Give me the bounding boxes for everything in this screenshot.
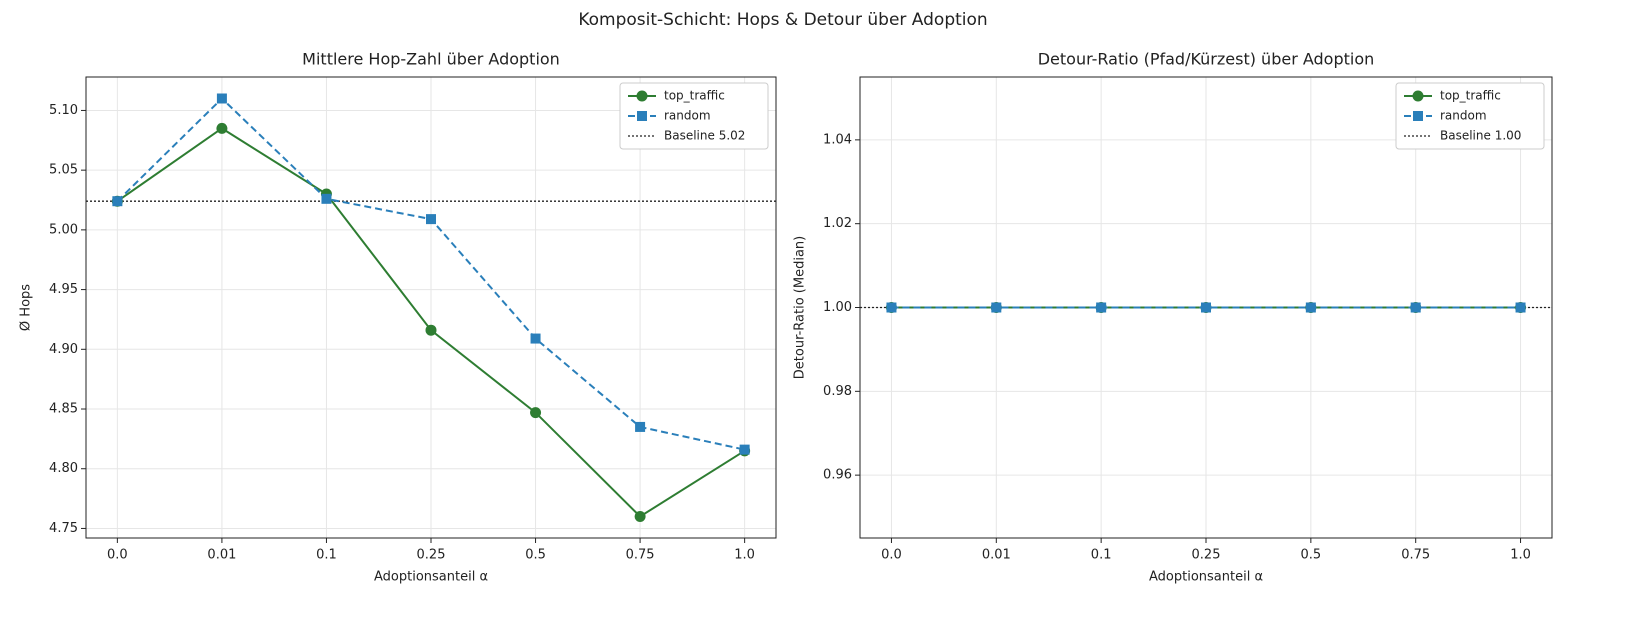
marker xyxy=(426,214,436,225)
plot-frame xyxy=(85,76,777,539)
y-axis-label: Detour-Ratio (Median) xyxy=(793,236,808,379)
plot-frame xyxy=(859,76,1553,539)
y-tick-label: 4.95 xyxy=(49,282,78,297)
legend-label: random xyxy=(664,109,711,123)
legend-box xyxy=(1395,82,1545,150)
x-tick-label: 0.0 xyxy=(107,548,128,563)
y-tick-label: 4.75 xyxy=(49,521,78,536)
marker xyxy=(321,193,332,204)
marker xyxy=(1201,302,1211,313)
x-tick-label: 0.5 xyxy=(1301,548,1322,563)
y-tick-label: 5.00 xyxy=(49,222,78,237)
marker xyxy=(530,333,541,344)
marker xyxy=(739,444,750,455)
x-tick-label: 0.75 xyxy=(1401,548,1430,563)
marker xyxy=(1410,302,1421,313)
x-axis-label: Adoptionsanteil α xyxy=(374,570,488,585)
marker xyxy=(1305,302,1316,313)
y-tick-label: 4.80 xyxy=(49,461,78,476)
y-tick-label: 4.85 xyxy=(49,402,78,417)
x-tick-label: 1.0 xyxy=(1510,548,1531,563)
legend-box xyxy=(619,82,769,150)
legend-label: Baseline 1.00 xyxy=(1440,129,1521,143)
grid xyxy=(86,77,776,538)
marker xyxy=(216,93,227,104)
x-tick-label: 0.25 xyxy=(417,548,446,563)
figure-title: Komposit-Schicht: Hops & Detour über Ado… xyxy=(578,10,987,30)
legend-label: top_traffic xyxy=(1440,89,1501,103)
marker xyxy=(637,111,647,121)
y-tick-label: 1.02 xyxy=(823,216,852,231)
x-tick-label: 0.1 xyxy=(1091,548,1112,563)
y-tick-label: 0.96 xyxy=(823,468,852,483)
x-tick-label: 0.01 xyxy=(982,548,1011,563)
marker xyxy=(530,407,542,419)
chart-title: Detour-Ratio (Pfad/Kürzest) über Adoptio… xyxy=(1038,50,1375,69)
x-tick-label: 0.75 xyxy=(626,548,655,563)
y-tick-label: 5.05 xyxy=(49,163,78,178)
marker xyxy=(991,302,1002,313)
marker xyxy=(1096,302,1107,313)
y-axis-label: Ø Hops xyxy=(19,284,34,331)
marker xyxy=(1412,90,1424,102)
y-tick-label: 1.04 xyxy=(823,132,852,147)
legend-label: Baseline 5.02 xyxy=(664,129,745,143)
y-tick-label: 0.98 xyxy=(823,384,852,399)
y-tick-label: 4.90 xyxy=(49,342,78,357)
x-tick-label: 0.0 xyxy=(881,548,902,563)
x-tick-label: 0.5 xyxy=(525,548,546,563)
chart-title: Mittlere Hop-Zahl über Adoption xyxy=(302,50,560,69)
marker xyxy=(636,90,648,102)
x-tick-label: 0.1 xyxy=(316,548,337,563)
x-tick-label: 1.0 xyxy=(734,548,755,563)
x-tick-label: 0.25 xyxy=(1192,548,1221,563)
marker xyxy=(216,122,228,134)
marker xyxy=(1515,302,1526,313)
legend-label: top_traffic xyxy=(664,89,725,103)
marker xyxy=(1413,111,1423,121)
y-tick-label: 1.00 xyxy=(823,300,852,315)
x-axis-label: Adoptionsanteil α xyxy=(1149,570,1263,585)
marker xyxy=(634,511,646,523)
marker xyxy=(425,324,437,336)
marker xyxy=(112,196,123,207)
marker xyxy=(635,421,646,432)
marker xyxy=(886,302,897,313)
x-tick-label: 0.01 xyxy=(207,548,236,563)
y-tick-label: 5.10 xyxy=(49,103,78,118)
legend-label: random xyxy=(1440,109,1487,123)
